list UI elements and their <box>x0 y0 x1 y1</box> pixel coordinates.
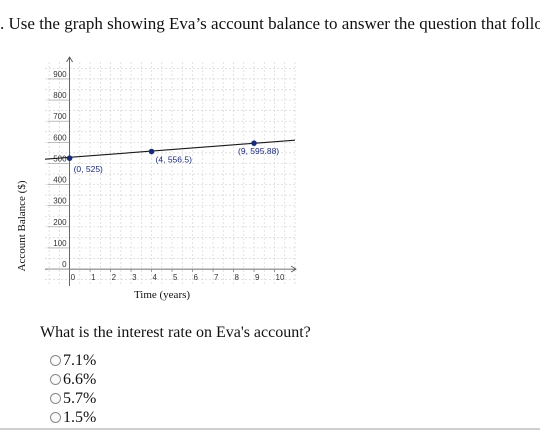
choice-option-1[interactable]: 7.1% <box>50 351 96 370</box>
choice-option-4[interactable]: 1.5% <box>50 408 96 427</box>
choice-label: 5.7% <box>63 389 97 407</box>
x-tick-label: 0 <box>71 273 76 282</box>
data-point <box>148 148 155 155</box>
y-axis-arrow <box>66 56 73 63</box>
choice-label: 6.6% <box>63 370 97 388</box>
y-tick-label: 200 <box>53 218 67 227</box>
question-prompt: What is the interest rate on Eva's accou… <box>40 324 311 341</box>
x-axis-title: Time (years) <box>134 289 190 301</box>
x-tick-label: 7 <box>214 273 219 282</box>
x-tick-label: 6 <box>194 273 199 282</box>
radio-button[interactable] <box>50 374 61 385</box>
x-tick-label: 10 <box>276 273 285 282</box>
x-tick-label: 2 <box>112 273 117 282</box>
data-point-label: (9, 595.88) <box>238 146 279 156</box>
x-tick-label: 5 <box>173 273 178 282</box>
y-tick-label: 900 <box>53 70 67 79</box>
chart-point-labels: (0, 525) (4, 556.5) (9, 595.88) <box>74 146 280 174</box>
y-tick-label: 0 <box>62 260 67 269</box>
radio-button[interactable] <box>50 412 61 423</box>
data-point-label: (4, 556.5) <box>156 154 193 164</box>
question-header: . Use the graph showing Eva’s account ba… <box>0 14 540 33</box>
choice-label: 1.5% <box>63 408 97 426</box>
y-tick-label: 300 <box>53 197 67 206</box>
data-point-label: (0, 525) <box>74 164 103 174</box>
choice-option-3[interactable]: 5.7% <box>50 389 96 408</box>
y-axis-title: Account Balance ($) <box>16 180 28 271</box>
y-tick-label: 100 <box>53 239 67 248</box>
answer-choices: 7.1% 6.6% 5.7% 1.5% <box>50 351 96 427</box>
x-tick-label: 8 <box>235 273 240 282</box>
x-axis-arrow <box>290 265 297 273</box>
y-tick-label: 400 <box>53 176 67 185</box>
bottom-divider <box>0 428 540 430</box>
x-tick-label: 3 <box>132 273 137 282</box>
x-tick-label: 1 <box>91 273 96 282</box>
y-tick-label: 500 <box>53 154 67 163</box>
y-tick-label: 600 <box>53 133 67 142</box>
balance-chart: 0 1 2 3 4 5 6 7 8 9 100100200300400500600700800900… <box>16 56 297 301</box>
chart-series <box>44 139 296 161</box>
chart-grid <box>45 62 296 286</box>
chart-axes <box>45 56 297 286</box>
choice-option-2[interactable]: 6.6% <box>50 370 96 389</box>
x-tick-label: 4 <box>153 273 158 282</box>
y-tick-label: 800 <box>53 91 67 100</box>
choice-label: 7.1% <box>63 351 97 369</box>
radio-button[interactable] <box>50 393 61 404</box>
data-point <box>66 155 73 161</box>
x-tick-label: 9 <box>255 273 260 282</box>
radio-button[interactable] <box>50 355 61 366</box>
y-tick-label: 700 <box>53 112 67 121</box>
data-point <box>251 140 257 146</box>
